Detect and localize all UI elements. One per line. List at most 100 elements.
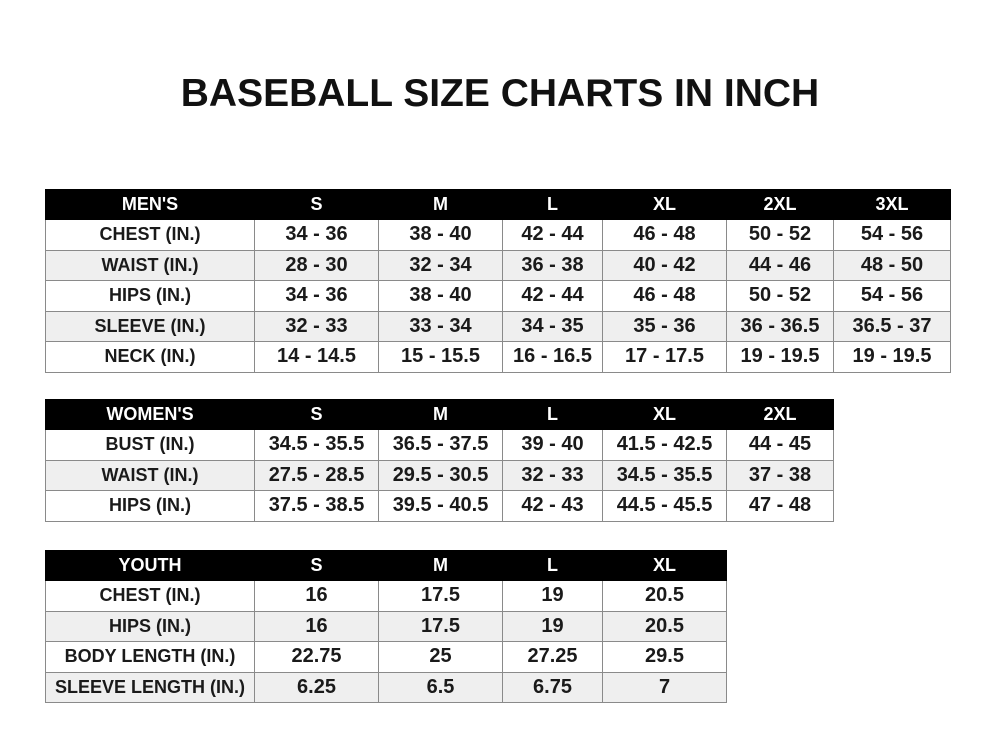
measurement-label: NECK (IN.) [45,341,255,373]
measurement-cell: 42 - 44 [502,280,603,312]
size-header: 3XL [833,189,951,220]
page-title: BASEBALL SIZE CHARTS IN INCH [180,72,820,115]
category-header: YOUTH [45,550,255,581]
measurement-cell: 6.5 [378,671,503,703]
size-header: L [502,189,603,220]
measurement-label: WAIST (IN.) [45,459,255,491]
measurement-cell: 27.5 - 28.5 [254,459,379,491]
measurement-cell: 20.5 [602,610,727,642]
measurement-label: BUST (IN.) [45,429,255,461]
table-row: WAIST (IN.) 27.5 - 28.5 29.5 - 30.5 32 - 33… [45,459,834,491]
measurement-cell: 32 - 34 [378,249,503,281]
measurement-cell: 38 - 40 [378,280,503,312]
measurement-label: WAIST (IN.) [45,249,255,281]
table-row: HIPS (IN.) 16 17.5 19 20.5 [45,610,727,642]
measurement-cell: 36 - 38 [502,249,603,281]
measurement-label: CHEST (IN.) [45,219,255,251]
measurement-cell: 34 - 36 [254,280,379,312]
measurement-cell: 17.5 [378,610,503,642]
table-row: HIPS (IN.) 37.5 - 38.5 39.5 - 40.5 42 - 43 4… [45,490,834,522]
size-header: XL [602,550,727,581]
size-header: L [502,399,603,430]
measurement-cell: 16 [254,580,379,612]
table-row: NECK (IN.) 14 - 14.5 15 - 15.5 16 - 16.5 17 … [45,341,951,373]
table-row: CHEST (IN.) 16 17.5 19 20.5 [45,580,727,612]
measurement-cell: 36.5 - 37 [833,310,951,342]
measurement-cell: 50 - 52 [726,219,834,251]
measurement-cell: 39 - 40 [502,429,603,461]
table-row: CHEST (IN.) 34 - 36 38 - 40 42 - 44 46 - 48 5… [45,219,951,251]
measurement-cell: 29.5 [602,641,727,673]
size-header: L [502,550,603,581]
measurement-cell: 32 - 33 [254,310,379,342]
size-header: S [254,550,379,581]
measurement-cell: 42 - 43 [502,490,603,522]
measurement-cell: 34.5 - 35.5 [254,429,379,461]
size-header: M [378,189,503,220]
size-header: M [378,550,503,581]
measurement-cell: 25 [378,641,503,673]
measurement-cell: 46 - 48 [602,280,727,312]
measurement-cell: 27.25 [502,641,603,673]
measurement-cell: 29.5 - 30.5 [378,459,503,491]
measurement-cell: 22.75 [254,641,379,673]
size-header: M [378,399,503,430]
measurement-label: SLEEVE LENGTH (IN.) [45,671,255,703]
size-header: XL [602,189,727,220]
table-row: HIPS (IN.) 34 - 36 38 - 40 42 - 44 46 - 48 50… [45,280,951,312]
table-row: WAIST (IN.) 28 - 30 32 - 34 36 - 38 40 - 42 4… [45,249,951,281]
measurement-label: SLEEVE (IN.) [45,310,255,342]
measurement-label: HIPS (IN.) [45,610,255,642]
measurement-cell: 6.25 [254,671,379,703]
measurement-cell: 42 - 44 [502,219,603,251]
table-row: BODY LENGTH (IN.) 22.75 25 27.25 29.5 [45,641,727,673]
measurement-cell: 34 - 36 [254,219,379,251]
measurement-label: HIPS (IN.) [45,490,255,522]
header-row: MEN'S S M L XL 2XL 3XL [45,189,951,220]
measurement-cell: 44 - 45 [726,429,834,461]
measurement-cell: 54 - 56 [833,219,951,251]
header-row: WOMEN'S S M L XL 2XL [45,399,834,430]
measurement-cell: 14 - 14.5 [254,341,379,373]
header-row: YOUTH S M L XL [45,550,727,581]
womens-size-table: WOMEN'S S M L XL 2XL BUST (IN.) 34.5 - 35.5 36.5… [45,399,834,522]
category-header: MEN'S [45,189,255,220]
measurement-cell: 48 - 50 [833,249,951,281]
table-row: BUST (IN.) 34.5 - 35.5 36.5 - 37.5 39 - 40 4… [45,429,834,461]
measurement-cell: 19 - 19.5 [833,341,951,373]
measurement-cell: 39.5 - 40.5 [378,490,503,522]
measurement-cell: 7 [602,671,727,703]
measurement-cell: 32 - 33 [502,459,603,491]
category-header: WOMEN'S [45,399,255,430]
measurement-cell: 17 - 17.5 [602,341,727,373]
measurement-cell: 50 - 52 [726,280,834,312]
measurement-cell: 34.5 - 35.5 [602,459,727,491]
measurement-cell: 47 - 48 [726,490,834,522]
measurement-cell: 37 - 38 [726,459,834,491]
measurement-cell: 40 - 42 [602,249,727,281]
size-header: XL [602,399,727,430]
size-header: 2XL [726,189,834,220]
mens-size-table: MEN'S S M L XL 2XL 3XL CHEST (IN.) 34 - 36 38 - 4… [45,189,951,373]
measurement-cell: 54 - 56 [833,280,951,312]
table-row: SLEEVE (IN.) 32 - 33 33 - 34 34 - 35 35 - 36… [45,310,951,342]
measurement-cell: 36 - 36.5 [726,310,834,342]
measurement-label: CHEST (IN.) [45,580,255,612]
table-row: SLEEVE LENGTH (IN.) 6.25 6.5 6.75 7 [45,671,727,703]
measurement-cell: 38 - 40 [378,219,503,251]
measurement-cell: 16 - 16.5 [502,341,603,373]
measurement-cell: 44 - 46 [726,249,834,281]
measurement-cell: 17.5 [378,580,503,612]
measurement-cell: 28 - 30 [254,249,379,281]
measurement-cell: 20.5 [602,580,727,612]
measurement-cell: 16 [254,610,379,642]
measurement-cell: 15 - 15.5 [378,341,503,373]
youth-size-table: YOUTH S M L XL CHEST (IN.) 16 17.5 19 20.5 HIPS (I… [45,550,727,703]
measurement-label: BODY LENGTH (IN.) [45,641,255,673]
measurement-cell: 37.5 - 38.5 [254,490,379,522]
measurement-cell: 35 - 36 [602,310,727,342]
measurement-cell: 6.75 [502,671,603,703]
measurement-label: HIPS (IN.) [45,280,255,312]
measurement-cell: 34 - 35 [502,310,603,342]
measurement-cell: 19 [502,580,603,612]
